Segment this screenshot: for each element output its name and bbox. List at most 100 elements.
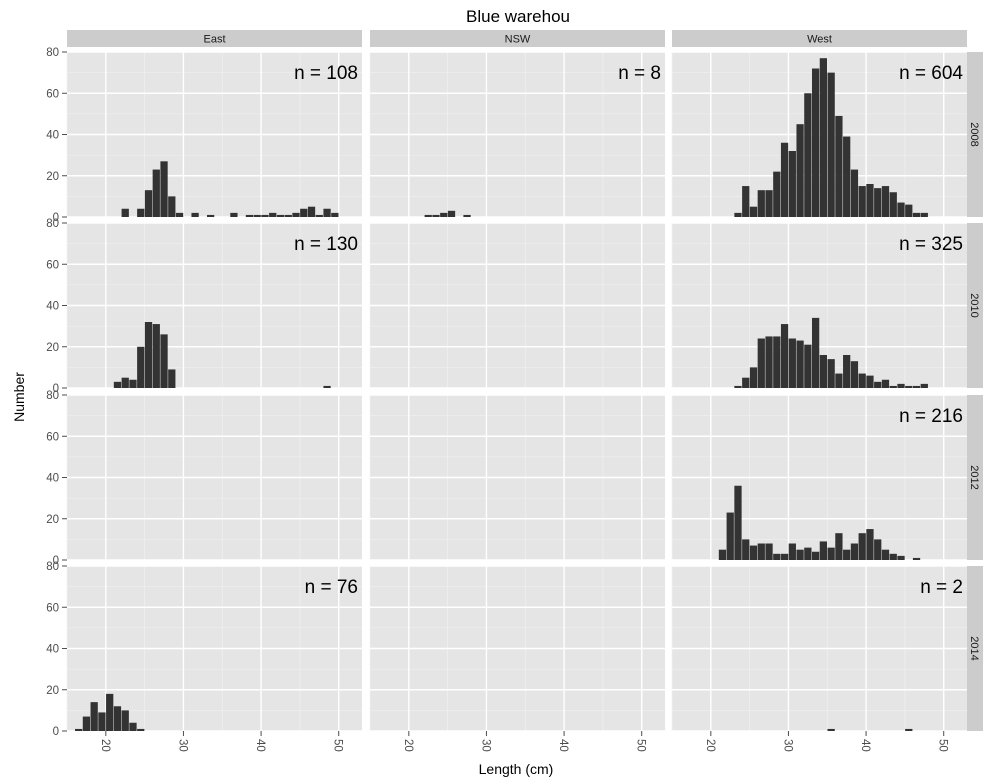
x-tick-label: 40 — [859, 739, 871, 752]
histogram-bar — [804, 344, 812, 388]
histogram-bar — [905, 204, 913, 217]
y-tick-label: 20 — [46, 514, 59, 526]
histogram-bar — [811, 317, 820, 388]
sample-size-label: n = 8 — [618, 63, 661, 84]
histogram-bar — [773, 336, 781, 388]
sample-size-label: n = 76 — [305, 577, 358, 598]
histogram-bar — [175, 212, 184, 217]
histogram-bar — [827, 547, 835, 560]
histogram-bar — [144, 190, 153, 217]
histogram-bar — [90, 702, 98, 731]
sample-size-label: n = 604 — [899, 63, 963, 84]
histogram-bar — [113, 706, 122, 731]
row-strip — [967, 395, 983, 560]
column-strip — [67, 30, 362, 47]
x-tick-label: 30 — [176, 739, 188, 752]
histogram-bar — [276, 214, 285, 217]
histogram-bar — [874, 188, 882, 217]
histogram-bar — [905, 385, 913, 388]
histogram-bar — [811, 68, 820, 217]
histogram-bar — [137, 208, 145, 217]
histogram-bar — [113, 381, 122, 388]
histogram-bar — [160, 334, 168, 388]
histogram-bar — [137, 728, 145, 731]
y-tick-label: 0 — [53, 383, 59, 395]
x-axis-title: Length (cm) — [479, 761, 554, 777]
histogram-bar — [765, 543, 773, 560]
histogram-bar — [920, 212, 928, 217]
histogram-bar — [881, 379, 890, 388]
histogram-bar — [858, 533, 866, 560]
histogram-bar — [866, 529, 874, 560]
histogram-bar — [168, 369, 176, 388]
histogram-bar — [920, 383, 928, 388]
histogram-bar — [718, 549, 727, 560]
x-tick-label: 30 — [479, 739, 491, 752]
histogram-bar — [749, 206, 758, 217]
histogram-bar — [843, 136, 851, 217]
histogram-bar — [773, 553, 781, 560]
histogram-bar — [850, 361, 859, 388]
row-strip-label: 2010 — [968, 293, 980, 317]
histogram-bar — [307, 206, 316, 217]
histogram-bar — [850, 169, 859, 217]
histogram-bar — [144, 322, 153, 388]
y-tick-label: 80 — [46, 47, 59, 59]
row-strip-label: 2012 — [968, 465, 980, 489]
histogram-bar — [780, 324, 789, 388]
row-strip-label: 2014 — [968, 636, 980, 660]
histogram-bar — [82, 716, 91, 731]
histogram-bar — [447, 210, 456, 217]
x-tick-label: 30 — [781, 739, 793, 752]
histogram-bar — [152, 324, 160, 388]
histogram-bar — [889, 192, 897, 217]
histogram-bar — [323, 208, 331, 217]
x-tick-label: 50 — [332, 739, 344, 752]
histogram-bar — [230, 212, 238, 217]
histogram-bar — [765, 336, 773, 388]
y-tick-label: 80 — [46, 561, 59, 573]
histogram-bar — [819, 58, 828, 217]
histogram-bar — [742, 539, 750, 560]
histogram-bar — [137, 346, 145, 388]
histogram-bar — [757, 338, 765, 388]
y-tick-label: 60 — [46, 602, 59, 614]
histogram-bar — [160, 161, 168, 217]
histogram-bar — [796, 340, 804, 388]
histogram-bar — [804, 93, 812, 217]
sample-size-label: n = 108 — [294, 63, 358, 84]
histogram-bar — [827, 359, 835, 388]
histogram-bar — [206, 214, 215, 217]
histogram-bar — [819, 541, 828, 560]
x-tick-label: 20 — [704, 739, 716, 752]
x-tick-label: 50 — [937, 739, 949, 752]
histogram-bar — [874, 539, 882, 560]
column-strip-label: East — [203, 34, 225, 46]
histogram-bar — [912, 385, 921, 388]
histogram-bar — [889, 553, 897, 560]
y-tick-label: 60 — [46, 88, 59, 100]
histogram-bar — [152, 169, 160, 217]
y-tick-label: 40 — [46, 130, 59, 142]
histogram-bar — [897, 383, 905, 388]
histogram-bar — [912, 557, 921, 560]
y-tick-label: 80 — [46, 218, 59, 230]
y-tick-label: 20 — [46, 685, 59, 697]
column-strip-label: West — [807, 34, 832, 46]
histogram-bar — [788, 543, 796, 560]
histogram-bar — [819, 355, 828, 388]
histogram-bar — [773, 171, 781, 217]
histogram-bar — [315, 214, 323, 217]
histogram-bar — [866, 375, 874, 388]
y-tick-label: 0 — [53, 555, 59, 567]
row-strip — [967, 52, 983, 217]
row-strip — [967, 566, 983, 731]
histogram-bar — [905, 728, 913, 731]
histogram-bar — [827, 728, 835, 731]
histogram-bar — [835, 533, 843, 560]
histogram-bar — [191, 212, 199, 217]
histogram-bar — [726, 512, 734, 560]
x-tick-label: 50 — [635, 739, 647, 752]
y-tick-label: 60 — [46, 431, 59, 443]
